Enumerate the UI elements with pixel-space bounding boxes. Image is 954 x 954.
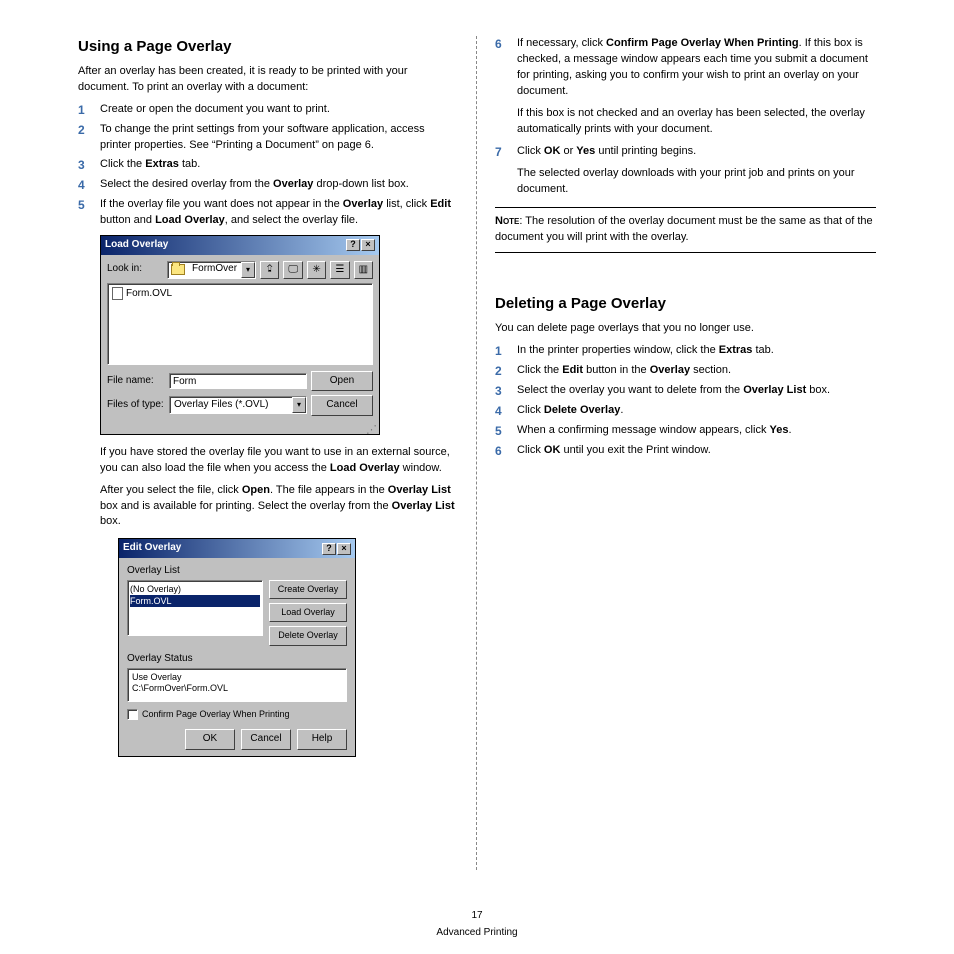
del-step-2: 2Click the Edit button in the Overlay se…	[495, 363, 876, 379]
up-folder-icon[interactable]: ⮸	[260, 261, 279, 279]
list-item[interactable]: (No Overlay)	[130, 583, 260, 595]
file-list-area[interactable]: Form.OVL	[107, 283, 373, 365]
dialog-title: Edit Overlay	[123, 541, 181, 556]
step-7: 7 Click OK or Yes until printing begins.…	[495, 144, 876, 198]
details-view-icon[interactable]: ▥	[354, 261, 373, 279]
edit-overlay-dialog: Edit Overlay ? × Overlay List (No Overla…	[118, 538, 356, 756]
intro-paragraph: After an overlay has been created, it is…	[78, 64, 458, 96]
chevron-down-icon[interactable]: ▾	[292, 397, 306, 413]
heading-deleting-overlay: Deleting a Page Overlay	[495, 293, 876, 315]
cancel-button[interactable]: Cancel	[311, 395, 373, 416]
page-number: 17	[0, 909, 954, 924]
note-divider	[495, 207, 876, 208]
new-folder-icon[interactable]: ✳	[307, 261, 326, 279]
note-label: Note	[495, 215, 519, 227]
overlay-listbox[interactable]: (No Overlay) Form.OVL	[127, 580, 263, 636]
after-dialog-text: If you have stored the overlay file you …	[78, 445, 458, 531]
load-overlay-dialog: Load Overlay ? × Look in: FormOver ▾ ⮸ 🖵	[100, 235, 380, 435]
resize-grip-icon[interactable]: ⋰	[101, 426, 379, 434]
dialog-titlebar: Load Overlay ? ×	[101, 236, 379, 255]
using-steps-continued: 6 If necessary, click Confirm Page Overl…	[495, 36, 876, 197]
overlay-status-label: Overlay Status	[127, 652, 347, 667]
open-button[interactable]: Open	[311, 371, 373, 392]
step-5: 5If the overlay file you want does not a…	[78, 197, 458, 229]
list-item[interactable]: Form.OVL	[130, 595, 260, 607]
overlay-list-label: Overlay List	[127, 564, 347, 579]
step-text: Create or open the document you want to …	[100, 103, 330, 115]
lookin-value: FormOver	[188, 262, 241, 277]
close-icon[interactable]: ×	[337, 543, 351, 555]
file-item[interactable]: Form.OVL	[110, 286, 174, 303]
load-overlay-button[interactable]: Load Overlay	[269, 603, 347, 622]
filetype-value: Overlay Files (*.OVL)	[170, 398, 292, 413]
del-step-6: 6Click OK until you exit the Print windo…	[495, 443, 876, 459]
filename-input[interactable]: Form	[169, 373, 307, 389]
filetype-label: Files of type:	[107, 398, 165, 413]
help-button[interactable]: Help	[297, 729, 347, 750]
del-step-5: 5When a confirming message window appear…	[495, 423, 876, 439]
intro-deleting: You can delete page overlays that you no…	[495, 321, 876, 337]
create-overlay-button[interactable]: Create Overlay	[269, 580, 347, 599]
section-name: Advanced Printing	[0, 926, 954, 941]
page: Using a Page Overlay After an overlay ha…	[0, 0, 954, 890]
heading-using-overlay: Using a Page Overlay	[78, 36, 458, 58]
step-text: To change the print settings from your s…	[100, 123, 425, 151]
overlay-status-box: Use Overlay C:\FormOver\Form.OVL	[127, 668, 347, 702]
step-1: 1Create or open the document you want to…	[78, 102, 458, 118]
help-icon[interactable]: ?	[346, 239, 360, 251]
desktop-icon[interactable]: 🖵	[283, 261, 302, 279]
step-7-note: The selected overlay downloads with your…	[517, 166, 876, 198]
close-icon[interactable]: ×	[361, 239, 375, 251]
ok-button[interactable]: OK	[185, 729, 235, 750]
filename-label: File name:	[107, 374, 165, 389]
file-name: Form.OVL	[126, 287, 172, 302]
confirm-checkbox-label: Confirm Page Overlay When Printing	[142, 708, 290, 721]
note-divider-bottom	[495, 252, 876, 253]
filetype-combo[interactable]: Overlay Files (*.OVL) ▾	[169, 396, 307, 414]
left-column: Using a Page Overlay After an overlay ha…	[60, 36, 477, 870]
lookin-label: Look in:	[107, 262, 163, 277]
right-column: 6 If necessary, click Confirm Page Overl…	[477, 36, 894, 870]
folder-icon	[171, 264, 185, 275]
document-icon	[112, 287, 123, 300]
chevron-down-icon[interactable]: ▾	[241, 262, 255, 278]
list-view-icon[interactable]: ☰	[330, 261, 349, 279]
help-icon[interactable]: ?	[322, 543, 336, 555]
step-6: 6 If necessary, click Confirm Page Overl…	[495, 36, 876, 138]
confirm-checkbox[interactable]	[127, 709, 138, 720]
page-footer: 17 Advanced Printing	[0, 909, 954, 940]
del-step-4: 4Click Delete Overlay.	[495, 403, 876, 419]
delete-overlay-button[interactable]: Delete Overlay	[269, 626, 347, 645]
note-paragraph: Note: The resolution of the overlay docu…	[495, 214, 876, 246]
dialog-title: Load Overlay	[105, 238, 168, 253]
del-step-3: 3Select the overlay you want to delete f…	[495, 383, 876, 399]
step-2: 2To change the print settings from your …	[78, 122, 458, 154]
step-3: 3Click the Extras tab.	[78, 157, 458, 173]
lookin-combo[interactable]: FormOver ▾	[167, 261, 256, 279]
cancel-button[interactable]: Cancel	[241, 729, 291, 750]
del-step-1: 1In the printer properties window, click…	[495, 343, 876, 359]
step-6-note: If this box is not checked and an overla…	[517, 106, 876, 138]
using-steps: 1Create or open the document you want to…	[78, 102, 458, 230]
deleting-steps: 1In the printer properties window, click…	[495, 343, 876, 459]
step-4: 4Select the desired overlay from the Ove…	[78, 177, 458, 193]
dialog-titlebar: Edit Overlay ? ×	[119, 539, 355, 558]
